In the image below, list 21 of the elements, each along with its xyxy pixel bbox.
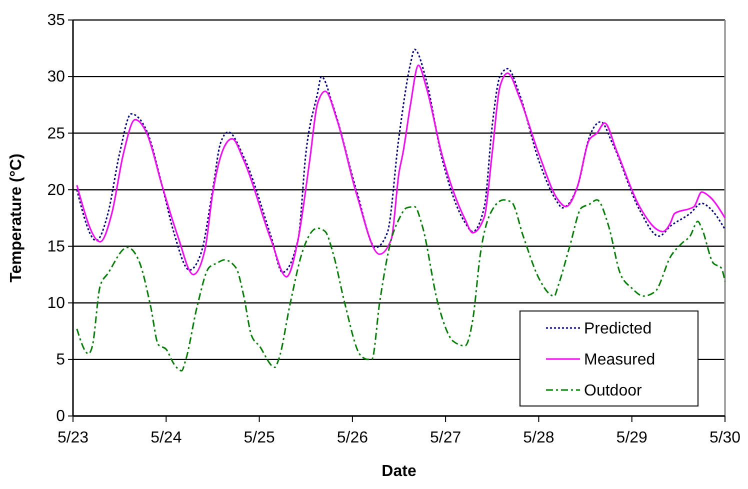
x-tick-label: 5/29: [616, 430, 648, 447]
y-tick-label: 35: [47, 12, 66, 30]
legend-label: Measured: [584, 352, 656, 369]
x-tick-label: 5/24: [150, 430, 182, 447]
x-tick-label: 5/23: [57, 430, 89, 447]
x-tick-label: 5/30: [709, 430, 741, 447]
y-tick-label: 30: [47, 68, 66, 86]
y-tick-label: 20: [47, 182, 66, 199]
x-axis-title: Date: [382, 463, 416, 480]
y-tick-label: 15: [47, 238, 66, 256]
x-tick-label: 5/27: [430, 430, 462, 447]
x-tick-label: 5/26: [336, 430, 368, 447]
x-tick-label: 5/25: [244, 430, 275, 447]
y-tick-label: 10: [47, 294, 66, 312]
legend-label: Outdoor: [584, 382, 642, 400]
x-tick-label: 5/28: [523, 430, 554, 447]
y-tick-label: 5: [56, 352, 66, 369]
legend-label: Predicted: [584, 320, 652, 338]
y-tick-label: 25: [47, 125, 66, 142]
y-tick-label: 0: [56, 408, 66, 426]
y-axis-title: Temperature (°C): [8, 154, 25, 282]
